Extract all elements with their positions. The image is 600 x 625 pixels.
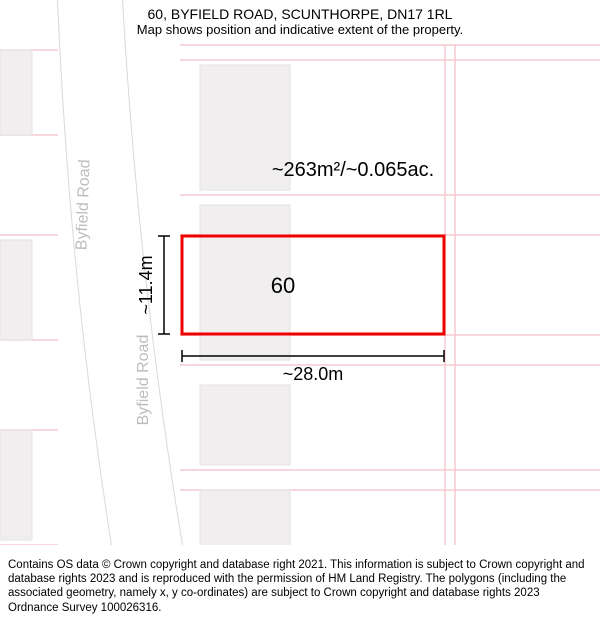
page-subtitle: Map shows position and indicative extent… [10, 22, 590, 37]
plot-number: 60 [271, 273, 295, 298]
map-area: Byfield Road Byfield Road ~11.4m ~28.0m … [0, 0, 600, 545]
page-title: 60, BYFIELD ROAD, SCUNTHORPE, DN17 1RL [10, 6, 590, 22]
building [0, 430, 32, 540]
building [0, 50, 32, 135]
road-label-2: Byfield Road [135, 335, 152, 426]
building [200, 490, 290, 545]
area-label: ~263m²/~0.065ac. [272, 159, 434, 181]
map-svg: Byfield Road Byfield Road ~11.4m ~28.0m … [0, 0, 600, 545]
dim-height-label: ~11.4m [136, 255, 156, 314]
header: 60, BYFIELD ROAD, SCUNTHORPE, DN17 1RL M… [0, 0, 600, 39]
footer: Contains OS data © Crown copyright and d… [0, 552, 600, 625]
building [0, 240, 32, 340]
dim-width-label: ~28.0m [283, 364, 344, 384]
road-label-1: Byfield Road [73, 159, 93, 250]
building [200, 385, 290, 465]
footer-text: Contains OS data © Crown copyright and d… [8, 559, 585, 614]
